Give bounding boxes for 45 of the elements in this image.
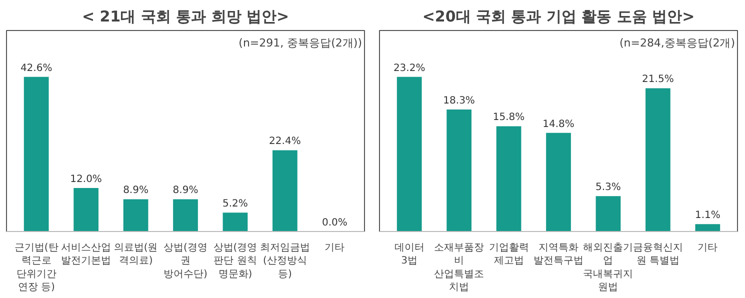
text: (n=284,중복응답(2개) [619, 36, 736, 50]
x-tick-label: 기타 [324, 242, 345, 254]
x-tick-label: 해외진출기업 국내복귀지원법 [583, 242, 634, 294]
x-tick-label: 금융혁신지원 특별법 [632, 242, 683, 267]
x-tick-label: 근기법(탄력근로 단위기간 연장 등) [14, 242, 58, 294]
data-label: 22.4% [269, 136, 301, 148]
x-tick-label: 상법(경영판단 원칙 명문화) [213, 242, 258, 280]
chart-title: <20대 국회 통과 기업 활동 도움 법안> [422, 8, 695, 26]
bar [396, 76, 422, 232]
bar [546, 132, 571, 232]
bar [74, 188, 98, 232]
data-label: 18.3% [443, 96, 475, 107]
x-tick-label: 서비스산업 발전기본법 [61, 242, 112, 267]
bar [123, 199, 148, 232]
x-tick-label: 의료법(원격의료) [114, 242, 158, 267]
bar [446, 110, 472, 232]
data-label: 8.9% [123, 185, 148, 196]
bar [272, 150, 298, 232]
data-label: 1.1% [694, 210, 720, 222]
x-tick-label: 최저임금법(산정방식 등) [260, 242, 310, 280]
data-label: 8.9% [172, 185, 198, 196]
x-tick-label: 지역특화 발전특구법 [534, 242, 584, 267]
data-label: 14.8% [542, 118, 574, 130]
x-tick-label: 기타 [698, 242, 718, 254]
data-label: 12.0% [70, 174, 102, 185]
text: (n=291, 중복응답(2개)) [238, 36, 362, 50]
bar [496, 126, 522, 232]
bar [222, 212, 248, 232]
bar [596, 196, 621, 232]
bar [173, 199, 198, 232]
data-label: 42.6% [20, 62, 52, 74]
data-label: 23.2% [393, 62, 426, 74]
bar [695, 224, 720, 232]
bar [646, 88, 670, 232]
data-label: 5.2% [222, 198, 248, 210]
chart-title: < 21대 국회 통과 희망 법안> [82, 8, 290, 26]
x-tick-label: 기업활력 제고법 [488, 242, 529, 267]
bar [24, 76, 49, 232]
x-tick-label: 소재부품장비 산업특별조치법 [434, 242, 484, 294]
data-label: 15.8% [492, 112, 525, 124]
x-tick-label: 데이터 3법 [394, 242, 424, 267]
x-tick-label: 상법(경영권 방어수단) [164, 242, 208, 280]
data-label: 0.0% [322, 218, 348, 228]
data-label: 21.5% [642, 74, 674, 86]
data-label: 5.3% [596, 182, 621, 194]
